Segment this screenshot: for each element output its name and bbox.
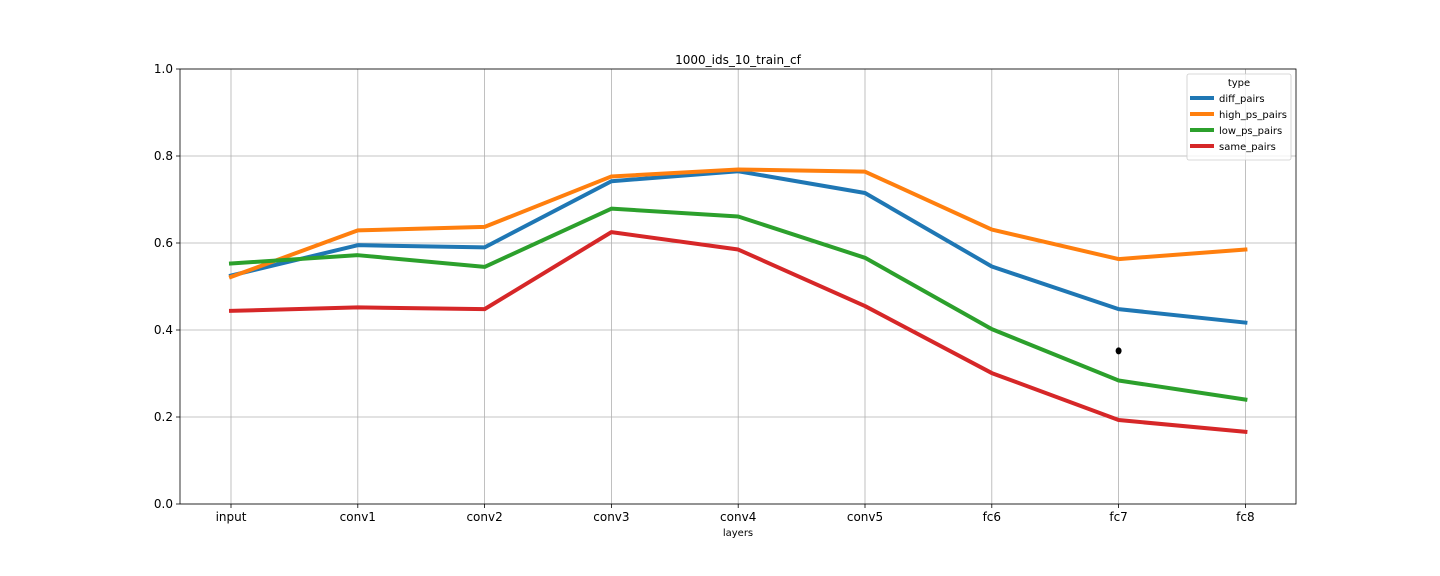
x-tick-label: fc8 — [1236, 510, 1254, 524]
x-tick-label: fc7 — [1109, 510, 1127, 524]
legend-label: diff_pairs — [1219, 94, 1265, 105]
y-tick-label: 0.4 — [154, 323, 173, 337]
series-line-same-pairs — [228, 230, 1248, 434]
chart-title: 1000_ids_10_train_cf — [675, 53, 802, 67]
plot-frame — [179, 68, 1297, 505]
x-tick-label: conv1 — [340, 510, 376, 524]
y-tick-label: 1.0 — [154, 62, 173, 76]
legend: type diff_pairs high_ps_pairs low_ps_pairss… — [1186, 73, 1292, 161]
annotation-point — [1115, 347, 1122, 355]
x-tick-label: conv3 — [593, 510, 629, 524]
y-tick-label: 0.8 — [154, 149, 173, 163]
y-tick-label: 0.6 — [154, 236, 173, 250]
axes: input conv1 conv2 conv3 conv4 conv5 fc6 fc7 fc8 0… — [154, 62, 1297, 524]
x-axis-label: layers — [723, 528, 753, 539]
x-tick-label: conv2 — [466, 510, 502, 524]
legend-box — [1186, 73, 1292, 161]
series-lines — [228, 167, 1248, 434]
legend-title: type — [1228, 78, 1250, 89]
grid — [180, 68, 1296, 505]
series-line-low-ps-pairs — [228, 206, 1248, 402]
legend-label: same_pairs — [1219, 142, 1276, 153]
y-tick-label: 0.0 — [154, 497, 173, 511]
x-tick-label: conv4 — [720, 510, 756, 524]
x-tick-label: fc6 — [983, 510, 1001, 524]
annotations — [1115, 347, 1122, 355]
series-line-high-ps-pairs — [228, 167, 1248, 280]
legend-label: high_ps_pairs — [1219, 110, 1287, 121]
x-tick-label: conv5 — [847, 510, 883, 524]
legend-label: low_ps_pairs — [1219, 126, 1282, 137]
y-tick-label: 0.2 — [154, 410, 173, 424]
x-tick-label: input — [216, 510, 247, 524]
